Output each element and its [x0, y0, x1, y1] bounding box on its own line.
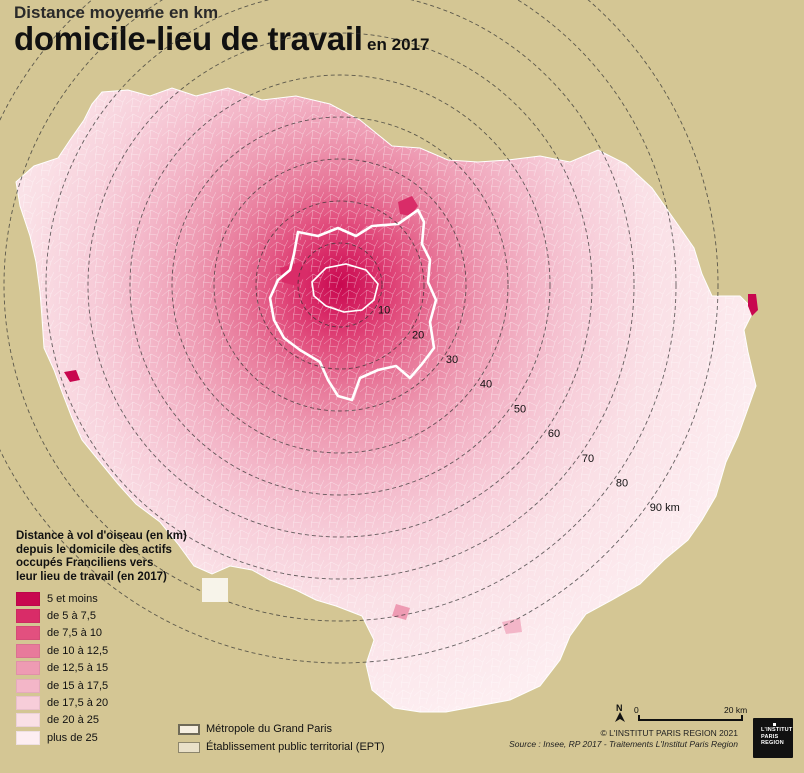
credit: © L'INSTITUT PARIS REGION 2021 Source : …	[509, 728, 738, 750]
map-title: Distance moyenne en km domicile-lieu de …	[14, 4, 429, 56]
legend-item-ept: Établissement public territorial (EPT)	[178, 738, 385, 756]
legend-label: de 10 à 12,5	[47, 644, 109, 657]
legend-item: de 15 à 17,5	[16, 677, 196, 694]
scale-max: 20 km	[724, 705, 748, 715]
distance-ring	[297, 242, 383, 328]
legend-label: de 12,5 à 15	[47, 662, 109, 675]
legend-swatch	[16, 713, 40, 728]
distance-ring	[3, 0, 677, 622]
legend-title-line: Distance à vol d'oiseau (en km)	[16, 530, 187, 542]
distance-ring	[87, 32, 593, 538]
ring-label: 60	[548, 428, 560, 440]
ept-label: Établissement public territorial (EPT)	[206, 741, 385, 753]
source-text: Source : Insee, RP 2017 - Traitements L'…	[509, 739, 738, 749]
legend-item: de 17,5 à 20	[16, 694, 196, 711]
legend-items: 5 et moins de 5 à 7,5 de 7,5 à 10 de 10 à 1…	[16, 590, 196, 747]
distance-ring	[213, 158, 467, 412]
legend-title-line: depuis le domicile des actifs	[16, 543, 172, 556]
legend-item: plus de 25	[16, 729, 196, 746]
legend-swatch	[16, 643, 40, 658]
scale-line	[638, 719, 742, 721]
legend-item: de 20 à 25	[16, 712, 196, 729]
ring-label: 40	[480, 379, 492, 391]
distance-ring	[255, 200, 425, 370]
boundary-legend: Métropole du Grand Paris Établissement p…	[178, 720, 385, 756]
legend-swatch	[16, 591, 40, 606]
legend-item: de 5 à 7,5	[16, 607, 196, 624]
distance-ring-labels: 10 20 30 40 50 60 70 80 90 km	[378, 305, 680, 514]
logo-line: L'INSTITUT	[761, 727, 793, 733]
distance-ring	[129, 74, 551, 496]
legend-swatch	[16, 696, 40, 711]
legend-swatch	[16, 626, 40, 641]
paris-outline	[311, 263, 379, 313]
hotspot-patches	[64, 196, 758, 634]
legend-item: 5 et moins	[16, 590, 196, 607]
ept-swatch	[178, 741, 200, 753]
logo-dot	[773, 723, 776, 726]
legend-label: 5 et moins	[47, 592, 98, 605]
mgp-label: Métropole du Grand Paris	[206, 723, 332, 735]
legend-item: de 7,5 à 10	[16, 625, 196, 642]
legend: Distance à vol d'oiseau (en km) depuis l…	[16, 530, 196, 747]
legend-label: de 7,5 à 10	[47, 627, 103, 640]
ring-label: 30	[446, 354, 458, 366]
scale-tick	[741, 715, 743, 721]
ring-label: 70	[582, 453, 594, 465]
scale-tick	[638, 715, 640, 721]
mgp-swatch	[178, 723, 200, 735]
distance-ring	[0, 0, 719, 664]
ring-label: 20	[412, 329, 424, 341]
distance-ring	[171, 116, 509, 454]
legend-item: de 10 à 12,5	[16, 642, 196, 659]
copyright-text: © L'INSTITUT PARIS REGION 2021	[600, 728, 738, 738]
inset-placeholder	[202, 578, 228, 602]
scale-zero: 0	[634, 705, 639, 715]
legend-title: Distance à vol d'oiseau (en km) depuis l…	[16, 530, 196, 584]
legend-label: de 5 à 7,5	[47, 610, 96, 623]
legend-label: de 15 à 17,5	[47, 679, 109, 692]
title-year: en 2017	[367, 35, 430, 54]
title-line2: domicile-lieu de travail	[14, 20, 363, 57]
north-arrow-icon	[615, 712, 625, 722]
legend-label: de 17,5 à 20	[47, 697, 109, 710]
legend-label: de 20 à 25	[47, 714, 99, 727]
north-label: N	[616, 703, 623, 713]
legend-label: plus de 25	[47, 731, 98, 744]
logo-line: PARIS	[761, 733, 779, 740]
legend-item-mgp: Métropole du Grand Paris	[178, 720, 385, 738]
institut-logo: L'INSTITUT PARIS REGION	[753, 718, 793, 758]
legend-swatch	[16, 661, 40, 676]
distance-ring	[45, 0, 635, 580]
ring-label: 50	[514, 403, 526, 415]
distance-rings	[0, 0, 719, 664]
legend-title-line: occupés Franciliens vers	[16, 557, 154, 569]
ring-label: 90 km	[650, 502, 680, 514]
ring-label: 80	[616, 477, 628, 489]
legend-swatch	[16, 678, 40, 693]
legend-swatch	[16, 609, 40, 624]
legend-title-line: leur lieu de travail (en 2017)	[16, 570, 167, 583]
ring-label: 10	[378, 305, 390, 317]
logo-line: REGION	[761, 740, 784, 746]
title-line1: Distance moyenne en km	[14, 3, 219, 22]
scale-bar: N 0 20 km	[612, 703, 752, 724]
legend-item: de 12,5 à 15	[16, 660, 196, 677]
legend-swatch	[16, 730, 40, 745]
logo-text: L'INSTITUT PARIS REGION	[761, 727, 792, 747]
